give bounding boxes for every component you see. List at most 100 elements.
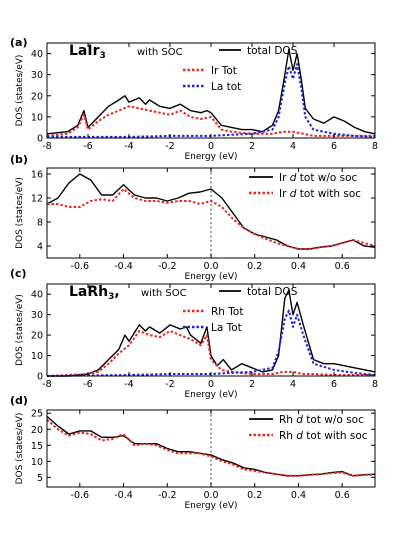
material-label: LaRh3, bbox=[69, 284, 120, 302]
panel-letter: (c) bbox=[10, 267, 27, 280]
y-axis-label: DOS (states/eV) bbox=[15, 177, 25, 249]
x-tick-label: 0.2 bbox=[247, 261, 262, 272]
x-tick-label: 4 bbox=[290, 141, 296, 152]
y-axis-label: DOS (states/eV) bbox=[15, 413, 25, 485]
x-tick-label: 0.0 bbox=[203, 261, 218, 272]
material-formula: LaIr bbox=[69, 43, 100, 59]
y-tick-label: 16 bbox=[31, 170, 43, 181]
legend-label-orbital: d bbox=[296, 430, 303, 442]
x-tick-label: -0.4 bbox=[114, 261, 133, 272]
material-suffix: , bbox=[114, 284, 119, 300]
x-tick-label: 0 bbox=[208, 379, 214, 390]
legend-label-1: Ir Tot bbox=[211, 65, 237, 77]
series-line-0 bbox=[47, 289, 376, 377]
x-tick-label: -0.6 bbox=[71, 261, 90, 272]
legend-label-tail: tot w/o soc bbox=[296, 172, 357, 184]
chart-panel-2: (c) -8 -6 -4 -2 0 2 4 6 8 0 10 20 30 40 Energy (eV) DOS … bbox=[10, 267, 378, 400]
series-line-0 bbox=[46, 48, 376, 135]
x-tick-label: 0.0 bbox=[203, 490, 218, 501]
x-tick-label: 2 bbox=[249, 379, 255, 390]
y-tick-label: 15 bbox=[31, 441, 43, 452]
legend-label-tail: tot with soc bbox=[303, 430, 368, 442]
x-tick-label: 0 bbox=[208, 141, 214, 152]
x-tick-label: 8 bbox=[372, 379, 378, 390]
y-tick-label: 25 bbox=[31, 409, 43, 420]
soc-label: with SOC bbox=[141, 288, 187, 299]
x-tick-label: -2 bbox=[165, 141, 174, 152]
series-line-0 bbox=[46, 173, 376, 250]
x-tick-label: -4 bbox=[124, 379, 133, 390]
y-tick-label: 20 bbox=[31, 331, 43, 342]
y-axis-label: DOS (states/eV) bbox=[15, 294, 25, 366]
x-tick-label: 6 bbox=[331, 379, 337, 390]
x-tick-label: 6 bbox=[331, 141, 337, 152]
soc-label: with SOC bbox=[137, 47, 183, 58]
material-subscript: 3 bbox=[99, 51, 105, 61]
legend-label-element: Ir bbox=[279, 172, 290, 184]
x-axis-label: Energy (eV) bbox=[184, 501, 237, 511]
legend-label-2: La Tot bbox=[211, 322, 242, 334]
y-tick-label: 10 bbox=[31, 351, 43, 362]
chart-panel-1: (b) -0.6 -0.4 -0.2 0.0 0.2 0.4 0.6 4 8 12 16 Energy … bbox=[10, 153, 376, 282]
legend-label-tail: tot w/o soc bbox=[303, 414, 364, 426]
legend-label-0: total DOS bbox=[247, 45, 298, 57]
chart-panel-3: (d) -0.6 -0.4 -0.2 0.0 0.2 0.4 0.6 5 10 15 20 25 Ener… bbox=[10, 394, 376, 511]
x-tick-label: 0.2 bbox=[247, 490, 262, 501]
y-tick-label: 5 bbox=[37, 473, 43, 484]
x-axis-label: Energy (eV) bbox=[184, 390, 237, 400]
y-tick-label: 0 bbox=[37, 134, 43, 145]
panel-letter: (a) bbox=[10, 36, 27, 49]
y-tick-label: 20 bbox=[31, 91, 43, 102]
y-tick-label: 10 bbox=[31, 457, 43, 468]
x-tick-label: -2 bbox=[165, 379, 174, 390]
legend-label-element: Rh bbox=[279, 414, 296, 426]
series-line-2 bbox=[46, 309, 376, 377]
y-tick-label: 40 bbox=[31, 290, 43, 301]
x-tick-label: -8 bbox=[42, 379, 51, 390]
legend-label-tail: tot with soc bbox=[296, 188, 361, 200]
legend-label-orbital: d bbox=[296, 414, 303, 426]
x-tick-label: 0.4 bbox=[291, 490, 306, 501]
legend-label-element: Ir bbox=[279, 188, 290, 200]
legend-label-0: Rh d tot w/o soc bbox=[279, 414, 364, 426]
x-tick-label: -0.2 bbox=[158, 490, 177, 501]
x-tick-label: -8 bbox=[42, 141, 51, 152]
x-tick-label: 0.6 bbox=[335, 490, 350, 501]
series-line-2 bbox=[47, 63, 376, 138]
legend-label-1: Ir d tot with soc bbox=[279, 188, 361, 200]
y-tick-label: 4 bbox=[37, 242, 43, 253]
legend-label-2: La tot bbox=[211, 81, 241, 93]
y-tick-label: 30 bbox=[31, 70, 43, 81]
material-label: LaIr3 bbox=[69, 43, 106, 61]
chart-panel-0: (a) -8 -6 -4 -2 0 2 4 6 8 0 10 20 30 40 Energy (eV) DOS … bbox=[10, 36, 378, 162]
y-tick-label: 40 bbox=[31, 49, 43, 60]
legend-label-orbital: d bbox=[290, 172, 297, 184]
x-tick-label: 0.6 bbox=[335, 261, 350, 272]
x-tick-label: 0.4 bbox=[291, 261, 306, 272]
panel-letter: (b) bbox=[10, 153, 28, 166]
panel-letter: (d) bbox=[10, 394, 28, 407]
x-tick-label: -0.4 bbox=[114, 490, 133, 501]
y-tick-label: 30 bbox=[31, 310, 43, 321]
legend-label-1: Rh Tot bbox=[211, 306, 243, 318]
legend-label-1: Rh d tot with soc bbox=[279, 430, 368, 442]
x-tick-label: 2 bbox=[249, 141, 255, 152]
series-line-1 bbox=[47, 188, 376, 250]
series-line-1 bbox=[46, 330, 375, 377]
y-tick-label: 8 bbox=[37, 218, 43, 229]
y-tick-label: 12 bbox=[31, 194, 43, 205]
x-tick-label: -0.6 bbox=[71, 490, 90, 501]
x-axis-label: Energy (eV) bbox=[184, 272, 237, 282]
x-tick-label: 8 bbox=[372, 141, 378, 152]
legend-label-0: total DOS bbox=[247, 286, 298, 298]
legend-label-0: Ir d tot w/o soc bbox=[279, 172, 358, 184]
legend-label-orbital: d bbox=[290, 188, 297, 200]
y-tick-label: 10 bbox=[31, 112, 43, 123]
material-subscript: 3 bbox=[108, 292, 114, 302]
x-tick-label: -0.2 bbox=[158, 261, 177, 272]
material-formula: LaRh bbox=[69, 284, 108, 300]
legend-label-element: Rh bbox=[279, 430, 296, 442]
x-axis-label: Energy (eV) bbox=[184, 152, 237, 162]
series-line-0 bbox=[46, 415, 376, 477]
